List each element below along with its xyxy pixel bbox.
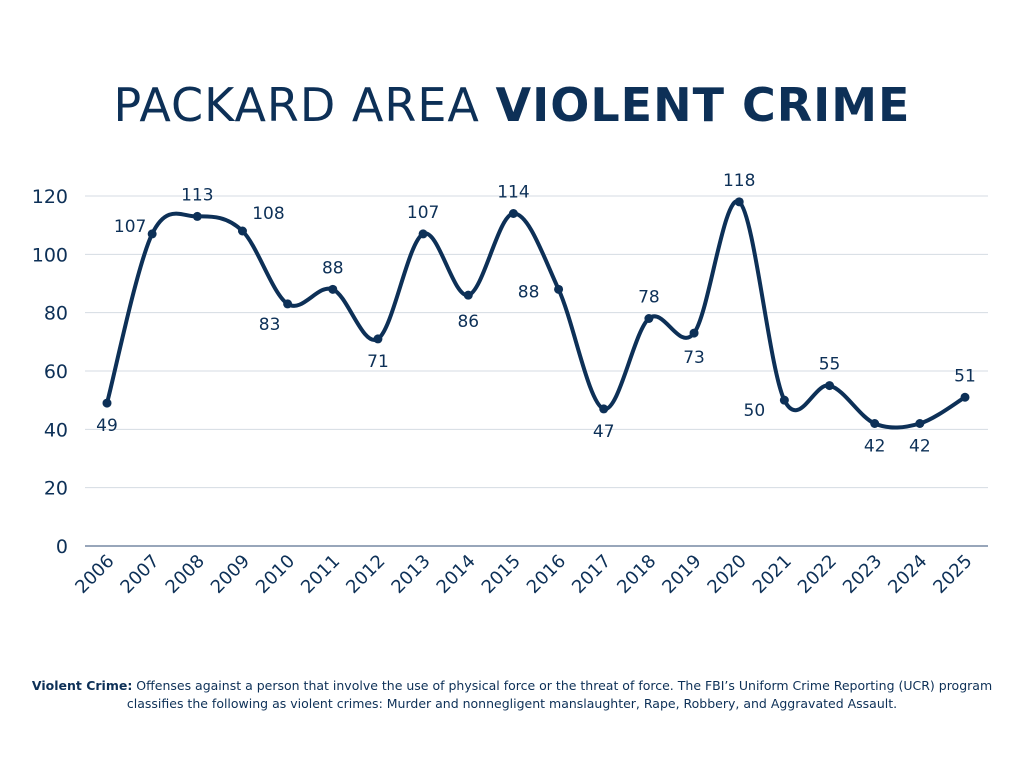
chart-title: PACKARD AREA VIOLENT CRIME: [0, 78, 1024, 132]
y-tick-label: 80: [44, 303, 68, 325]
y-tick-label: 100: [32, 244, 68, 266]
y-tick-label: 40: [44, 419, 68, 441]
data-label: 86: [457, 312, 479, 332]
data-label: 83: [259, 315, 281, 335]
y-tick-label: 0: [56, 536, 68, 558]
data-point: [915, 419, 925, 428]
x-tick-label: 2009: [207, 551, 254, 598]
x-tick-label: 2018: [613, 551, 660, 598]
x-tick-label: 2007: [116, 551, 163, 598]
y-tick-label: 120: [32, 186, 68, 208]
data-point: [463, 290, 473, 300]
x-tick-label: 2006: [71, 551, 118, 598]
data-label: 47: [593, 422, 615, 442]
x-tick-label: 2015: [478, 551, 525, 598]
title-regular: PACKARD AREA: [113, 78, 496, 132]
data-point: [373, 334, 383, 344]
data-label: 88: [322, 258, 344, 278]
x-tick-label: 2010: [252, 551, 299, 598]
data-point: [554, 284, 564, 294]
series-line: [105, 199, 967, 430]
data-label: 88: [518, 282, 540, 302]
data-point: [102, 398, 112, 408]
x-tick-label: 2016: [523, 551, 570, 598]
data-label: 42: [909, 437, 931, 457]
x-tick-label: 2025: [929, 551, 976, 598]
data-point: [147, 229, 157, 239]
data-point: [508, 209, 518, 218]
x-tick-label: 2022: [794, 551, 841, 598]
footnote-term: Violent Crime:: [31, 678, 133, 693]
x-tick-label: 2021: [749, 551, 796, 598]
data-label: 55: [819, 355, 841, 375]
y-tick-label: 60: [44, 361, 68, 383]
y-tick-label: 20: [44, 478, 68, 500]
data-point: [825, 381, 835, 391]
data-label: 107: [114, 217, 146, 237]
footnote-text: Offenses against a person that involve t…: [126, 678, 993, 711]
data-label: 113: [181, 185, 213, 205]
data-label: 78: [638, 288, 660, 308]
data-label: 114: [497, 183, 529, 203]
x-tick-label: 2011: [297, 551, 344, 598]
data-label: 49: [96, 416, 118, 436]
data-label: 42: [864, 437, 886, 457]
x-tick-label: 2020: [704, 551, 751, 598]
line-chart: 0204060801001202006200720082009201020112…: [32, 171, 988, 598]
data-point: [779, 395, 789, 405]
data-point: [237, 226, 247, 236]
x-tick-label: 2017: [568, 551, 615, 598]
x-tick-label: 2024: [884, 551, 931, 598]
data-label: 50: [744, 401, 766, 421]
data-point: [328, 284, 338, 294]
data-label: 118: [723, 171, 755, 191]
data-point: [599, 404, 609, 414]
data-label: 108: [252, 204, 284, 224]
data-point: [870, 419, 880, 428]
data-point: [283, 299, 293, 309]
data-point: [689, 328, 699, 338]
footnote: Violent Crime: Offenses against a person…: [30, 677, 994, 713]
data-label: 71: [367, 352, 389, 372]
x-tick-label: 2012: [342, 551, 389, 598]
title-bold: VIOLENT CRIME: [495, 78, 911, 132]
data-point: [418, 229, 428, 239]
data-point: [960, 392, 970, 402]
data-point: [734, 197, 744, 207]
x-tick-label: 2023: [839, 551, 886, 598]
data-label: 51: [954, 366, 976, 386]
x-tick-label: 2014: [433, 551, 480, 598]
data-label: 73: [683, 348, 705, 368]
x-tick-label: 2013: [387, 551, 434, 598]
data-point: [192, 211, 202, 221]
data-point: [644, 314, 654, 323]
x-tick-label: 2008: [162, 551, 209, 598]
data-label: 107: [407, 203, 439, 223]
x-tick-label: 2019: [658, 551, 705, 598]
